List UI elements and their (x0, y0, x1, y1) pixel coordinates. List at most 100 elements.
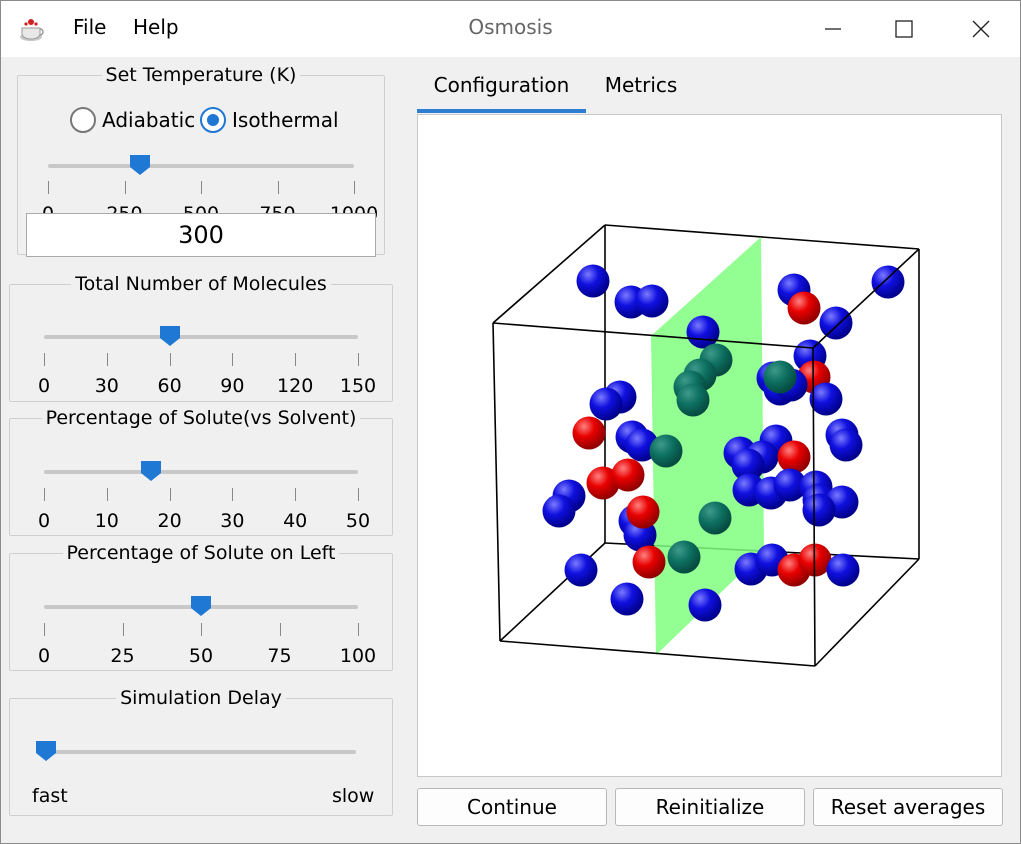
menu-file[interactable]: File (73, 15, 107, 39)
slider-tick-label: 30 (94, 375, 119, 397)
slider-tick (106, 488, 108, 501)
maximize-icon (895, 20, 913, 38)
delay-slow-label: slow (332, 785, 375, 807)
solvent-molecule (773, 468, 807, 502)
maximize-button[interactable] (869, 1, 939, 57)
slider-tick-label: 150 (339, 375, 377, 397)
slider-tick (295, 353, 297, 366)
box-edge (812, 347, 816, 667)
solute-molecule (777, 440, 811, 474)
slider-tick-label: 60 (157, 375, 182, 397)
adiabatic-radio[interactable]: Adiabatic (70, 107, 195, 133)
simulation-box-3d[interactable] (418, 115, 1001, 776)
solute-molecule (632, 545, 666, 579)
slider-tick-label: 0 (37, 375, 51, 397)
solvent-molecule-behind-membrane (763, 360, 797, 394)
box-edge (492, 224, 606, 324)
solute-molecule (572, 416, 606, 450)
slider-tick (124, 181, 126, 194)
temperature-ticks: 02505007501000 (42, 181, 378, 225)
solute-molecule (626, 495, 660, 529)
solvent-molecule (589, 387, 623, 421)
solvent-molecule (542, 494, 576, 528)
configuration-view[interactable] (417, 114, 1002, 777)
slider-tick-label: 50 (345, 510, 371, 532)
reinitialize-button[interactable]: Reinitialize (615, 788, 805, 826)
solute-molecule (787, 291, 821, 325)
solvent-molecule (688, 588, 722, 622)
solvent-molecule (731, 448, 765, 482)
temperature-value-field[interactable]: 300 (26, 213, 376, 257)
simulation-delay-group: Simulation Delay fast slow (9, 688, 393, 816)
isothermal-label: Isothermal (232, 108, 339, 132)
isothermal-radio[interactable]: Isothermal (200, 107, 339, 133)
slider-tick-label: 25 (110, 645, 135, 667)
tab-metrics[interactable]: Metrics (591, 57, 691, 113)
slider-tick-label: 100 (339, 645, 377, 667)
reset-averages-button[interactable]: Reset averages (813, 788, 1003, 826)
slider-tick (44, 623, 45, 636)
slider-tick (48, 181, 49, 194)
tab-metrics-label: Metrics (604, 73, 678, 97)
adiabatic-label: Adiabatic (102, 108, 196, 132)
slider-tick (201, 181, 202, 194)
slider-tick-label: 20 (157, 510, 182, 532)
slider-tick (358, 623, 359, 636)
delay-fast-label: fast (32, 785, 68, 807)
tab-configuration[interactable]: Configuration (417, 57, 586, 113)
solute-left-slider-thumb[interactable] (190, 595, 212, 617)
solute-left-ticks: 0 25 50 75 100 (38, 623, 376, 667)
solute-molecule (586, 466, 620, 500)
molecules-slider-thumb[interactable] (159, 325, 181, 347)
box-edge (812, 248, 920, 349)
solvent-molecule (686, 315, 720, 349)
solvent-molecule-behind-membrane (649, 434, 683, 468)
simulation-delay-legend: Simulation Delay (120, 687, 282, 709)
slider-tick (354, 181, 355, 194)
slider-tick (295, 488, 297, 501)
molecules-ticks: 0 30 60 90 120 150 (38, 353, 376, 397)
slider-tick (44, 488, 45, 501)
slider-tick-label: 75 (267, 645, 292, 667)
solute-percentage-ticks: 0 10 20 30 40 50 (38, 488, 370, 532)
title-bar: File Help Osmosis (1, 1, 1020, 57)
simulation-delay-slider-thumb[interactable] (35, 740, 57, 762)
tab-configuration-label: Configuration (433, 73, 570, 97)
solute-percentage-legend: Percentage of Solute(vs Solvent) (45, 407, 357, 429)
solvent-molecule (871, 265, 905, 299)
solvent-molecule (802, 493, 836, 527)
slider-tick (201, 623, 202, 636)
temperature-legend: Set Temperature (K) (105, 64, 297, 86)
slider-tick (279, 623, 281, 636)
continue-button[interactable]: Continue (417, 788, 607, 826)
box-edge (499, 640, 816, 667)
simulation-delay-slider-track (46, 750, 356, 754)
molecules-group: Total Number of Molecules 0 30 60 90 120 150 (9, 274, 393, 402)
adiabatic-radio-circle (70, 107, 96, 133)
slider-tick-label: 0 (37, 510, 51, 532)
solvent-molecule (826, 553, 860, 587)
slider-tick (44, 353, 45, 366)
solute-molecule (611, 458, 645, 492)
slider-tick (232, 353, 234, 366)
molecules-slider-track (44, 335, 358, 339)
temperature-slider-thumb[interactable] (129, 154, 151, 176)
java-cup-icon (20, 19, 44, 41)
slider-tick-label: 30 (220, 510, 245, 532)
slider-tick-label: 120 (277, 375, 314, 397)
solute-left-legend: Percentage of Solute on Left (66, 542, 336, 564)
slider-tick (169, 353, 171, 366)
slider-tick (232, 488, 234, 501)
solute-percentage-slider-thumb[interactable] (140, 460, 162, 482)
box-edge (604, 224, 920, 250)
slider-tick-label: 90 (220, 375, 245, 397)
slider-tick-label: 50 (188, 645, 214, 667)
solvent-molecule-behind-membrane (676, 383, 710, 417)
box-edge (814, 558, 920, 667)
close-button[interactable] (946, 1, 1016, 57)
minimize-button[interactable] (798, 1, 868, 57)
close-icon (972, 20, 990, 38)
slider-tick (358, 488, 359, 501)
menu-help[interactable]: Help (133, 15, 179, 39)
